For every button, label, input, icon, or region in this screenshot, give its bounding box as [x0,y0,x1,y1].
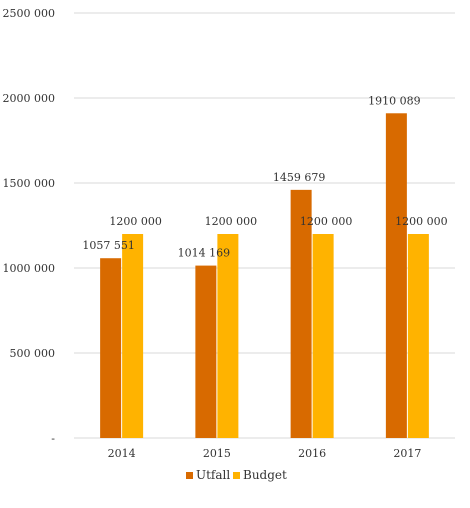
bar-budget-2016 [312,234,334,438]
x-tick-label: 2014 [108,447,136,460]
data-label-utfall-2015: 1014 169 [178,247,231,260]
bar-utfall-2015 [195,265,217,438]
legend: Utfall Budget [186,468,287,482]
data-label-utfall-2017: 1910 089 [368,94,421,107]
bar-budget-2015 [217,234,239,438]
y-tick-label: 2000 000 [3,92,56,105]
x-tick-label: 2016 [298,447,326,460]
y-tick-label: 1000 000 [3,262,56,275]
y-tick-label: 1500 000 [3,177,56,190]
y-tick-label: 2500 000 [3,7,56,20]
bar-budget-2014 [122,234,144,438]
data-labels: 1057 551 1200 000 1014 169 1200 000 1459 679… [82,94,447,259]
y-axis-ticks: - 500 000 1000 000 1500 000 2000 000 2500 000 [3,7,56,445]
legend-swatch-budget [233,472,240,479]
bar-utfall-2014 [100,258,122,438]
data-label-budget-2016: 1200 000 [300,215,353,228]
legend-label-budget: Budget [243,468,287,482]
x-axis-ticks: 2014 2015 2016 2017 [108,447,422,460]
x-tick-label: 2017 [393,447,421,460]
bars [100,113,429,439]
data-label-budget-2017: 1200 000 [395,215,448,228]
bar-utfall-2016 [290,189,312,438]
y-tick-label: - [51,432,55,445]
data-label-utfall-2014: 1057 551 [82,239,135,252]
x-tick-label: 2015 [203,447,231,460]
legend-swatch-utfall [186,472,193,479]
bar-budget-2017 [407,234,429,438]
bar-utfall-2017 [385,113,407,439]
legend-label-utfall: Utfall [196,468,230,482]
data-label-utfall-2016: 1459 679 [273,171,326,184]
data-label-budget-2014: 1200 000 [109,215,162,228]
data-label-budget-2015: 1200 000 [205,215,258,228]
y-tick-label: 500 000 [10,347,56,360]
